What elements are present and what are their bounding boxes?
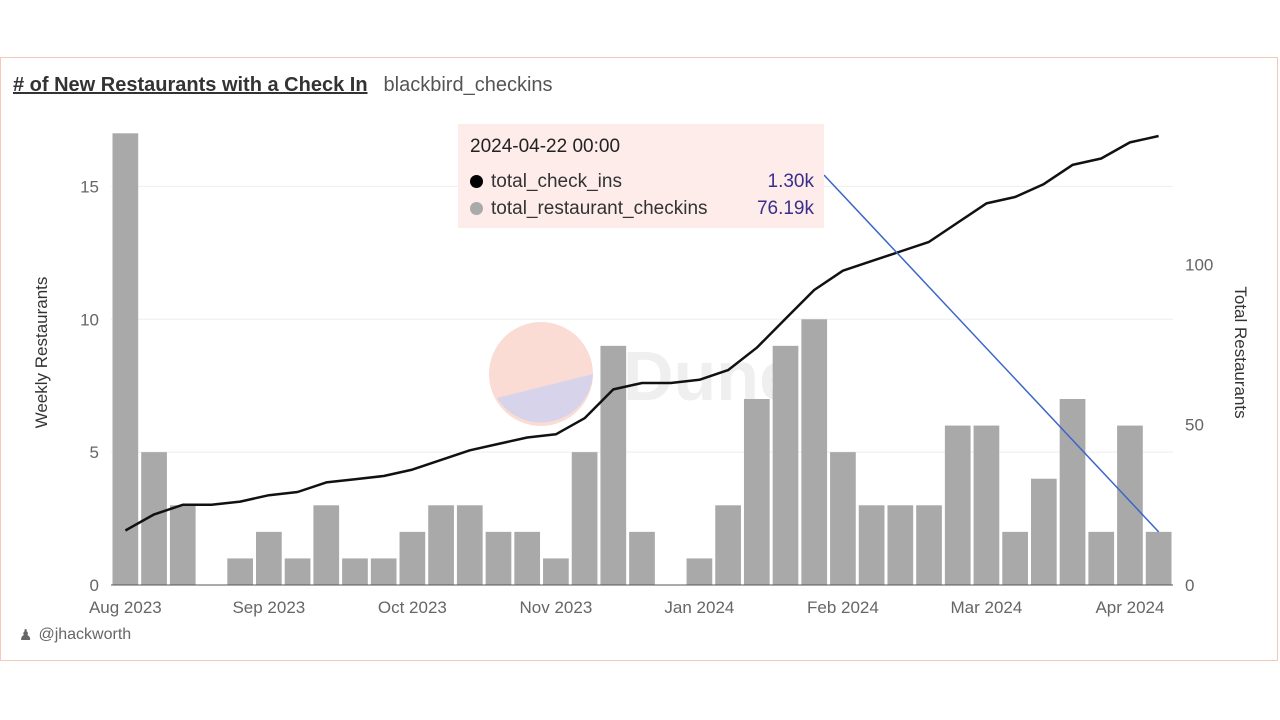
bar bbox=[428, 505, 454, 585]
bar bbox=[342, 558, 368, 585]
user-avatar-icon: ♟ bbox=[19, 627, 33, 644]
bar bbox=[456, 505, 483, 585]
x-tick-label: Feb 2024 bbox=[807, 598, 879, 617]
bar bbox=[256, 531, 282, 585]
y-tick-label: 10 bbox=[80, 310, 99, 329]
bar bbox=[485, 531, 512, 585]
tooltip-series-name: total_restaurant_checkins bbox=[491, 197, 708, 219]
chart-title-link[interactable]: # of New Restaurants with a Check In bbox=[13, 74, 368, 96]
bar bbox=[772, 345, 799, 585]
x-tick-label: Aug 2023 bbox=[89, 598, 162, 617]
tooltip-series-value: 76.19k bbox=[756, 197, 814, 219]
bar bbox=[600, 345, 627, 585]
author-handle[interactable]: @jhackworth bbox=[38, 626, 132, 643]
bar bbox=[830, 452, 856, 585]
tooltip-series-name: total_check_ins bbox=[491, 170, 622, 192]
tooltip-row-check-ins: total_check_ins 1.30k bbox=[470, 168, 814, 195]
bar bbox=[973, 425, 1000, 585]
bar bbox=[1145, 531, 1172, 585]
bar bbox=[284, 558, 311, 585]
query-name: blackbird_checkins bbox=[383, 74, 553, 96]
bar bbox=[916, 505, 942, 585]
bar bbox=[629, 531, 655, 585]
x-tick-label: Mar 2024 bbox=[951, 598, 1023, 617]
bar-series bbox=[112, 133, 1172, 585]
y-tick-label: 15 bbox=[80, 177, 99, 196]
bar bbox=[1059, 399, 1086, 585]
tooltip-series-value: 1.30k bbox=[767, 170, 814, 192]
bar bbox=[399, 531, 426, 585]
bar bbox=[887, 505, 914, 585]
bar bbox=[715, 505, 741, 585]
watermark-logo-slice bbox=[497, 374, 593, 423]
tooltip-timestamp: 2024-04-22 00:00 bbox=[470, 136, 621, 157]
bar bbox=[227, 558, 254, 585]
y2-tick-label: 50 bbox=[1185, 416, 1204, 435]
x-tick-label: Sep 2023 bbox=[232, 598, 305, 617]
bar bbox=[743, 399, 770, 585]
line-series bbox=[124, 134, 1159, 532]
chart-tooltip: 2024-04-22 00:00 total_check_ins 1.30k t… bbox=[458, 124, 824, 228]
bar bbox=[543, 558, 569, 585]
axes: 0 5 10 15 0 50 100 Aug 2023 Sep 2023 Oct 2023 Nov … bbox=[32, 177, 1250, 617]
bar bbox=[1088, 531, 1115, 585]
bar bbox=[514, 531, 541, 585]
bar bbox=[686, 558, 713, 585]
bar bbox=[1030, 478, 1057, 585]
bar bbox=[1002, 531, 1028, 585]
x-tick-label: Jan 2024 bbox=[664, 598, 734, 617]
x-tick-label: Apr 2024 bbox=[1095, 598, 1164, 617]
bar bbox=[112, 133, 139, 585]
chart-panel: # of New Restaurants with a Check In bla… bbox=[0, 57, 1278, 661]
line-path bbox=[124, 134, 1159, 532]
series-dot-icon bbox=[470, 175, 483, 188]
bar bbox=[858, 505, 885, 585]
x-tick-label: Oct 2023 bbox=[378, 598, 447, 617]
bar bbox=[169, 505, 196, 585]
bar bbox=[571, 452, 598, 585]
tooltip-row-restaurant-checkins: total_restaurant_checkins 76.19k bbox=[470, 195, 814, 222]
bar bbox=[1117, 425, 1143, 585]
chart-header: # of New Restaurants with a Check In bla… bbox=[13, 74, 553, 97]
y-tick-label: 0 bbox=[90, 576, 99, 595]
tooltip-pointer-line bbox=[823, 174, 1160, 533]
y2-tick-label: 0 bbox=[1185, 576, 1194, 595]
bar bbox=[801, 319, 828, 585]
bar bbox=[313, 505, 340, 585]
y2-tick-label: 100 bbox=[1185, 255, 1213, 274]
series-dot-icon bbox=[470, 202, 483, 215]
bar bbox=[370, 558, 397, 585]
author-credit[interactable]: ♟ @jhackworth bbox=[19, 626, 131, 644]
bar bbox=[944, 425, 971, 585]
x-tick-label: Nov 2023 bbox=[520, 598, 593, 617]
y2-axis-title: Total Restaurants bbox=[1231, 286, 1250, 418]
y-axis-title: Weekly Restaurants bbox=[32, 277, 51, 429]
y-tick-label: 5 bbox=[90, 443, 99, 462]
